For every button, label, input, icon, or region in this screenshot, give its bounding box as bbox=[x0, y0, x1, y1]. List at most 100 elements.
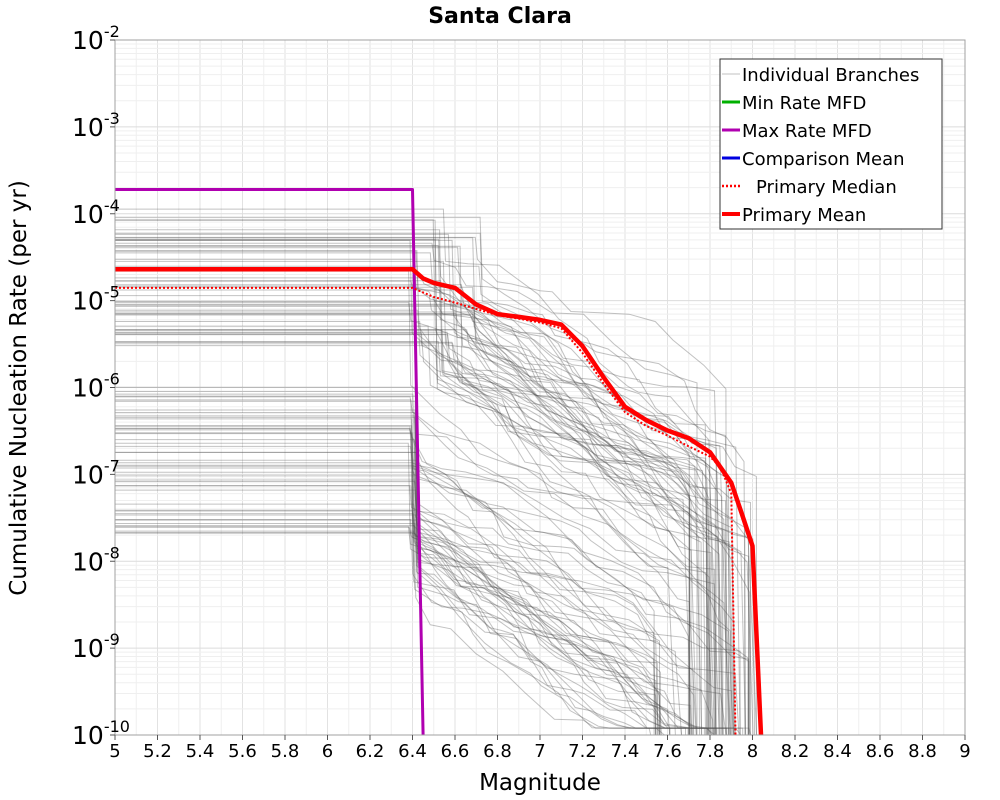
branch-line bbox=[115, 395, 676, 736]
y-tick-label: 10-8 bbox=[72, 543, 120, 576]
legend-label: Primary Mean bbox=[742, 205, 866, 226]
branch-line bbox=[115, 270, 720, 735]
branch-line bbox=[115, 333, 755, 736]
branch-line bbox=[115, 309, 736, 736]
y-tick-base: 10 bbox=[72, 460, 104, 489]
y-tick-base: 10 bbox=[72, 26, 104, 55]
branch-line bbox=[115, 467, 682, 736]
branch-line bbox=[115, 216, 747, 736]
x-tick-label: 6.4 bbox=[398, 741, 427, 762]
y-tick-exponent: -7 bbox=[104, 456, 120, 475]
y-tick-label: 10-6 bbox=[72, 370, 120, 403]
branch-line bbox=[115, 418, 727, 735]
branch-line bbox=[115, 489, 652, 736]
x-tick-label: 9 bbox=[959, 741, 970, 762]
x-tick-label: 6.8 bbox=[483, 741, 512, 762]
y-tick-label: 10-5 bbox=[72, 283, 120, 316]
branch-line bbox=[115, 400, 695, 735]
branch-line bbox=[115, 525, 752, 736]
branch-line bbox=[115, 280, 710, 735]
y-tick-exponent: -9 bbox=[104, 630, 120, 649]
branch-line bbox=[115, 503, 713, 735]
legend-label: Individual Branches bbox=[742, 65, 919, 86]
branch-line bbox=[115, 341, 716, 735]
y-tick-exponent: -5 bbox=[104, 283, 120, 302]
branch-line bbox=[115, 325, 758, 736]
branch-line bbox=[115, 331, 735, 736]
branch-line bbox=[115, 532, 682, 736]
branch-line bbox=[115, 277, 692, 735]
y-tick-exponent: -4 bbox=[104, 196, 120, 215]
branch-line bbox=[115, 219, 706, 736]
y-tick-label: 10-10 bbox=[72, 717, 130, 750]
branch-line bbox=[115, 532, 657, 735]
chart-title: Santa Clara bbox=[428, 4, 572, 29]
x-tick-label: 7.2 bbox=[568, 741, 597, 762]
legend-label: Max Rate MFD bbox=[742, 121, 872, 142]
x-tick-label: 8.4 bbox=[823, 741, 852, 762]
branch-line bbox=[115, 344, 717, 736]
x-tick-label: 6.2 bbox=[356, 741, 385, 762]
branch-line bbox=[115, 519, 671, 735]
y-axis-label: Cumulative Nucleation Rate (per yr) bbox=[6, 180, 32, 596]
y-tick-base: 10 bbox=[72, 374, 104, 403]
branch-line bbox=[115, 313, 746, 735]
y-tick-label: 10-4 bbox=[72, 196, 120, 229]
branch-line bbox=[115, 341, 690, 735]
branch-line bbox=[115, 295, 757, 735]
branch-line bbox=[115, 260, 712, 735]
branch-line bbox=[115, 237, 690, 735]
branch-line bbox=[115, 415, 733, 735]
branch-line bbox=[115, 329, 731, 735]
branch-line bbox=[115, 386, 714, 736]
y-tick-exponent: -3 bbox=[104, 109, 120, 128]
branch-line bbox=[115, 304, 747, 736]
y-tick-base: 10 bbox=[72, 547, 104, 576]
branch-line bbox=[115, 509, 716, 736]
branch-line bbox=[115, 329, 693, 736]
grid-layer bbox=[114, 40, 966, 736]
branch-line bbox=[115, 464, 715, 735]
x-tick-label: 7.8 bbox=[696, 741, 725, 762]
series-line-primary-median bbox=[115, 286, 737, 736]
branch-line bbox=[115, 439, 689, 735]
x-tick-label: 7.6 bbox=[653, 741, 682, 762]
branch-line bbox=[115, 342, 754, 736]
branch-line bbox=[115, 329, 720, 736]
branch-line bbox=[115, 442, 741, 735]
y-tick-base: 10 bbox=[72, 113, 104, 142]
branch-line bbox=[115, 409, 686, 735]
branch-line bbox=[115, 284, 749, 735]
y-tick-label: 10-3 bbox=[72, 109, 120, 142]
y-tick-label: 10-2 bbox=[72, 22, 120, 55]
branch-line bbox=[115, 229, 697, 736]
x-tick-label: 7.4 bbox=[611, 741, 640, 762]
branch-line bbox=[115, 305, 731, 736]
x-tick-label: 8.2 bbox=[781, 741, 810, 762]
branch-line bbox=[115, 245, 702, 736]
series-line-primary-mean bbox=[115, 266, 764, 736]
branch-line bbox=[115, 462, 691, 735]
branch-line bbox=[115, 289, 723, 736]
branch-line bbox=[115, 301, 708, 735]
series-line-max-rate-mfd bbox=[115, 188, 425, 736]
branch-line bbox=[115, 519, 665, 736]
branch-line bbox=[115, 485, 661, 735]
branch-line bbox=[115, 236, 728, 736]
branch-line bbox=[115, 233, 730, 735]
y-axis-ticks: 10-210-310-410-510-610-710-810-910-10 bbox=[72, 22, 130, 750]
branch-line bbox=[115, 390, 705, 735]
branch-line bbox=[115, 513, 658, 735]
branch-line bbox=[115, 332, 697, 736]
branch-line bbox=[115, 425, 718, 735]
x-axis-label: Magnitude bbox=[479, 770, 601, 796]
branch-line bbox=[115, 219, 690, 735]
branch-line bbox=[115, 239, 723, 735]
branch-line bbox=[115, 416, 749, 735]
legend-label: Min Rate MFD bbox=[742, 93, 866, 114]
branch-line bbox=[115, 465, 740, 736]
x-tick-label: 6 bbox=[322, 741, 333, 762]
branch-line bbox=[115, 510, 742, 736]
branch-line bbox=[115, 239, 735, 736]
